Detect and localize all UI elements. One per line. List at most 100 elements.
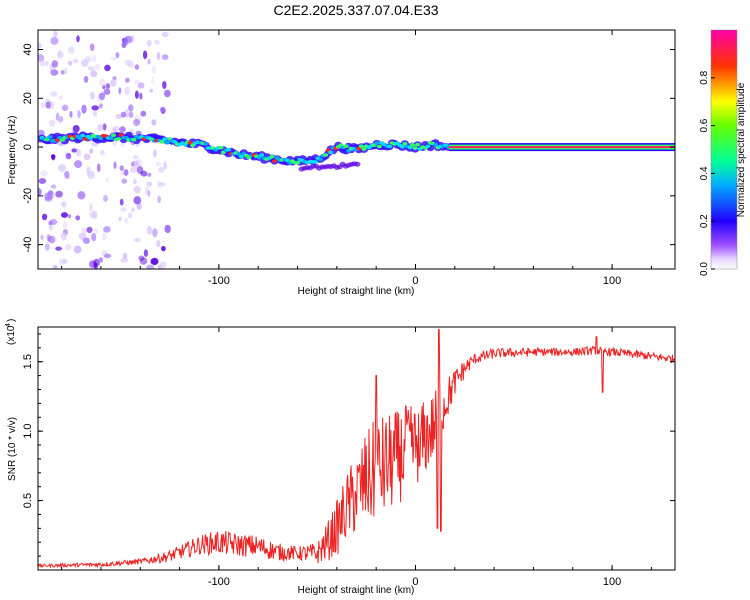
snr-y-label: SNR (10 * v/v) bbox=[7, 417, 18, 481]
ridge-core bbox=[159, 140, 165, 144]
noise-dot bbox=[133, 186, 141, 194]
ridge-core bbox=[386, 144, 393, 149]
noise-dot bbox=[89, 148, 93, 154]
noise-dot bbox=[82, 237, 90, 244]
noise-dot bbox=[94, 64, 101, 70]
ridge-core bbox=[98, 136, 104, 141]
ridge-core bbox=[80, 133, 86, 138]
x-tick-label: 100 bbox=[603, 576, 621, 588]
ridge-core bbox=[110, 133, 117, 137]
noise-dot bbox=[125, 77, 130, 83]
noise-dot bbox=[65, 244, 72, 251]
noise-dot bbox=[112, 126, 120, 132]
ridge-core bbox=[259, 153, 265, 157]
noise-dot bbox=[128, 104, 134, 112]
y-tick-label: 1.0 bbox=[22, 423, 34, 438]
noise-dot bbox=[38, 54, 45, 62]
ridge-core bbox=[294, 160, 301, 165]
ridge-core bbox=[59, 138, 65, 142]
noise-dot bbox=[103, 226, 111, 233]
noise-dot bbox=[72, 125, 80, 133]
noise-dot bbox=[134, 160, 140, 169]
noise-dot bbox=[121, 178, 128, 184]
noise-dot bbox=[83, 75, 89, 83]
noise-dot bbox=[50, 69, 59, 76]
noise-dot bbox=[147, 58, 151, 65]
noise-dot bbox=[120, 142, 125, 147]
noise-dot bbox=[152, 228, 158, 238]
ridge-core bbox=[182, 142, 188, 147]
noise-dot bbox=[38, 42, 42, 49]
ridge-core bbox=[432, 142, 439, 147]
colorbar-tick-label: 0.8 bbox=[699, 70, 710, 84]
spectrogram-panel: -100 0 100 -40 -20 0 20 40 Height of straight l… bbox=[7, 29, 676, 297]
ridge-core bbox=[271, 159, 278, 163]
noise-dot bbox=[119, 165, 125, 171]
noise-dot bbox=[71, 148, 77, 153]
y-tick-label: 0.5 bbox=[22, 493, 34, 508]
noise-dot bbox=[115, 52, 120, 59]
noise-dot bbox=[86, 226, 93, 234]
noise-dot bbox=[133, 119, 141, 127]
noise-dot bbox=[65, 153, 72, 160]
ridge-core bbox=[77, 136, 83, 141]
noise-dot bbox=[136, 166, 144, 175]
noise-dot bbox=[76, 148, 82, 157]
ridge-core bbox=[87, 136, 94, 140]
noise-dot bbox=[129, 35, 134, 43]
snr-exponent-close: ) bbox=[6, 319, 17, 322]
ridge-core bbox=[44, 137, 50, 142]
ridge-core bbox=[236, 152, 242, 156]
y-tick-label: -40 bbox=[22, 237, 34, 253]
noise-dot bbox=[150, 258, 158, 265]
y-tick-label: 40 bbox=[22, 43, 34, 55]
ridge-core bbox=[343, 144, 349, 148]
noise-dot bbox=[103, 194, 108, 203]
noise-dot bbox=[45, 101, 51, 109]
colorbar-gradient bbox=[710, 29, 738, 270]
noise-dot bbox=[72, 58, 79, 64]
ridge-core bbox=[312, 160, 318, 164]
noise-dot bbox=[163, 89, 171, 98]
noise-dot bbox=[45, 60, 49, 67]
noise-dot bbox=[158, 166, 165, 173]
ridge-core bbox=[162, 137, 168, 141]
noise-dot bbox=[39, 60, 47, 67]
colorbar-label: Normalized spectral amplitude bbox=[736, 82, 747, 217]
noise-dot bbox=[133, 178, 137, 185]
noise-dot bbox=[135, 130, 142, 136]
ridge-core bbox=[187, 141, 193, 145]
noise-dot bbox=[146, 226, 153, 235]
noise-dot bbox=[49, 63, 55, 72]
noise-dot bbox=[60, 232, 67, 241]
noise-dot bbox=[137, 82, 145, 89]
ridge-core bbox=[358, 144, 364, 149]
noise-dot bbox=[124, 59, 133, 67]
ridge-core bbox=[108, 136, 114, 140]
noise-dot bbox=[102, 123, 107, 131]
noise-dot bbox=[140, 170, 148, 177]
ridge-core bbox=[399, 144, 405, 149]
x-tick-label: -100 bbox=[208, 275, 230, 287]
noise-dot bbox=[76, 35, 80, 43]
ridge-core bbox=[225, 147, 232, 152]
noise-dot bbox=[153, 149, 157, 158]
noise-dot bbox=[143, 249, 148, 257]
noise-dot bbox=[110, 56, 118, 61]
noise-dot bbox=[53, 30, 58, 38]
spectrogram-frame bbox=[37, 29, 676, 270]
noise-dot bbox=[64, 170, 70, 179]
noise-dot bbox=[155, 161, 162, 166]
noise-dot bbox=[50, 154, 56, 159]
noise-dot bbox=[41, 213, 48, 221]
noise-dot bbox=[58, 163, 66, 172]
noise-dot bbox=[81, 227, 87, 236]
noise-dot bbox=[122, 252, 128, 260]
steady-line-core bbox=[448, 146, 675, 149]
noise-dot bbox=[96, 163, 101, 172]
noise-dot bbox=[64, 154, 72, 160]
noise-dot bbox=[38, 187, 42, 196]
noise-dot bbox=[127, 212, 133, 219]
noise-dot bbox=[151, 119, 157, 126]
colorbar-tick-label: 0.2 bbox=[699, 214, 710, 228]
